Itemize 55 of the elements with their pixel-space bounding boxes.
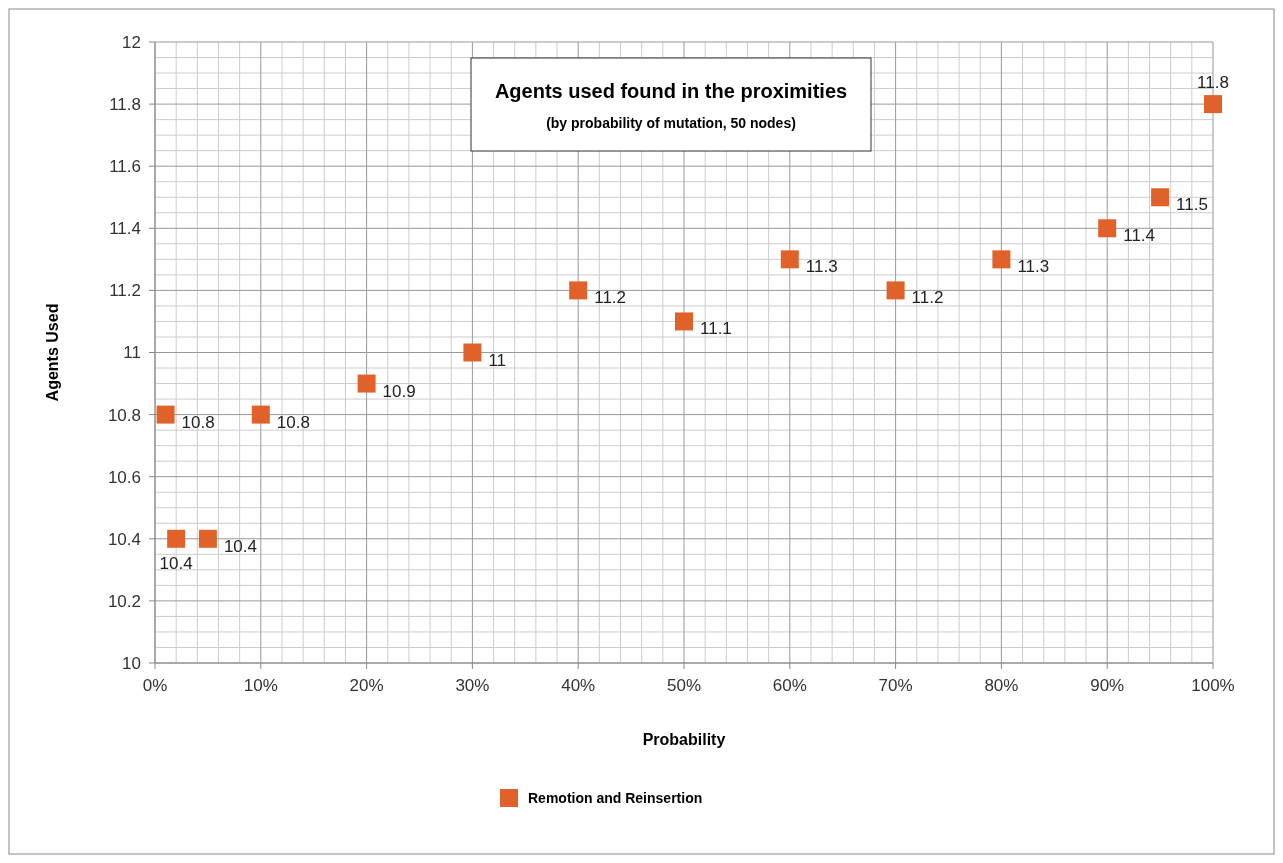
y-tick-label: 10 bbox=[122, 653, 141, 673]
data-label: 10.8 bbox=[276, 412, 310, 432]
data-label: 11.3 bbox=[1017, 257, 1050, 277]
x-tick-label: 60% bbox=[772, 676, 807, 695]
data-label: 11.5 bbox=[1176, 195, 1208, 215]
point bbox=[463, 343, 482, 362]
x-tick-label: 100% bbox=[1191, 676, 1235, 695]
data-label: 10.8 bbox=[181, 412, 215, 432]
point bbox=[1151, 188, 1170, 207]
y-tick-label: 11.4 bbox=[109, 219, 141, 239]
text: Agents used found in the proximities bbox=[494, 80, 848, 102]
data-label: 11.8 bbox=[1197, 73, 1229, 93]
data-label: 11.2 bbox=[594, 288, 627, 308]
data-label: 11.4 bbox=[1123, 226, 1156, 246]
data-label: 11 bbox=[488, 350, 507, 370]
x-tick-label: 70% bbox=[878, 676, 913, 695]
data-label: 11.3 bbox=[805, 257, 838, 277]
point bbox=[1204, 95, 1222, 114]
x-tick-label: 0% bbox=[142, 676, 168, 695]
x-tick-label: 40% bbox=[561, 676, 596, 695]
y-tick-label: 11.8 bbox=[109, 95, 141, 115]
x-tick-label: 80% bbox=[984, 676, 1019, 695]
data-label: 11.1 bbox=[700, 319, 732, 339]
point bbox=[198, 529, 217, 548]
data-label: 10.4 bbox=[159, 553, 193, 573]
text: (by probability of mutation, 50 nodes) bbox=[546, 115, 796, 131]
point bbox=[156, 405, 175, 424]
y-tick-label: 11.6 bbox=[109, 157, 141, 177]
x-tick-label: 10% bbox=[243, 676, 278, 695]
point bbox=[167, 529, 186, 548]
y-tick-label: 10.2 bbox=[107, 591, 141, 611]
data-label: 10.4 bbox=[223, 536, 257, 556]
y-tick-label: 11.2 bbox=[109, 281, 141, 301]
y-tick-label: 10.8 bbox=[107, 405, 141, 425]
point bbox=[569, 281, 588, 300]
x-tick-label: 30% bbox=[455, 676, 490, 695]
x-tick-label: 50% bbox=[666, 676, 702, 695]
legend-label: Remotion and Reinsertion bbox=[528, 790, 703, 806]
y-tick-label: 12 bbox=[122, 32, 141, 52]
y-axis-title: Agents Used bbox=[44, 303, 61, 402]
point bbox=[357, 374, 376, 393]
data-label: 11.2 bbox=[911, 288, 944, 308]
point bbox=[1098, 219, 1117, 238]
data-label: 10.9 bbox=[382, 381, 416, 401]
y-tick-label: 10.6 bbox=[107, 467, 141, 487]
y-tick-label: 11 bbox=[123, 343, 141, 363]
x-tick-label: 20% bbox=[349, 676, 384, 695]
x-tick-label: 90% bbox=[1090, 676, 1125, 695]
point bbox=[780, 250, 799, 269]
point bbox=[675, 312, 693, 331]
x-axis-title: Probability bbox=[642, 731, 726, 748]
point bbox=[886, 281, 905, 300]
point bbox=[992, 250, 1011, 269]
y-tick-label: 10.4 bbox=[107, 529, 141, 549]
point bbox=[251, 405, 270, 424]
